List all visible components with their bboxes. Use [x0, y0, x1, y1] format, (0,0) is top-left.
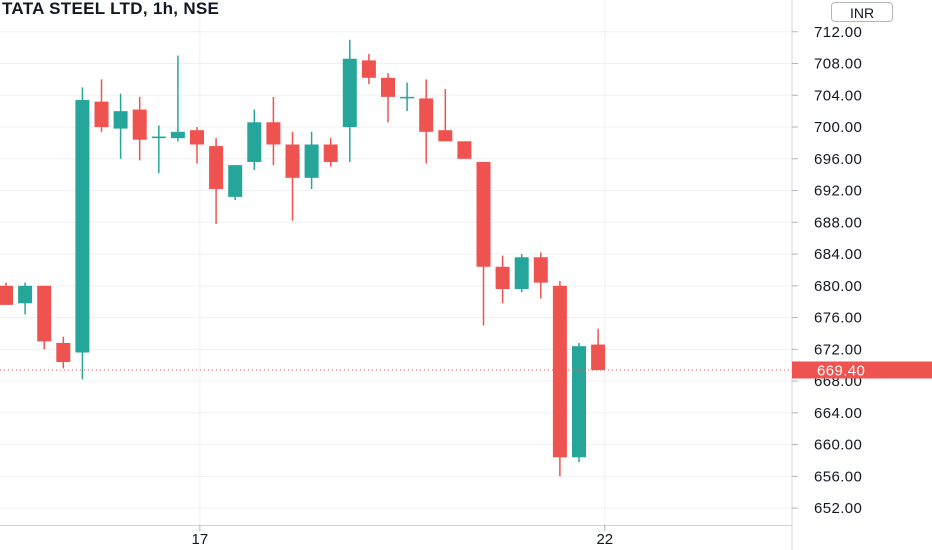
candle-body [266, 122, 281, 145]
candle-up [18, 282, 33, 315]
candle-body [342, 58, 357, 128]
candle-up [514, 254, 529, 293]
price-tick-label: 664.00 [814, 405, 862, 422]
candle-body [170, 131, 185, 139]
price-tick-label: 652.00 [814, 500, 862, 517]
price-tick-label: 688.00 [814, 214, 862, 231]
candle-down [476, 161, 491, 326]
candle-down [285, 131, 300, 221]
price-tick-label: 692.00 [814, 183, 862, 200]
time-tick-label: 22 [596, 531, 613, 548]
candle-body [94, 101, 109, 128]
candle-body [457, 141, 472, 159]
candle-up [151, 125, 166, 174]
candle-up [247, 109, 262, 170]
candle-body [476, 161, 491, 267]
price-tick-label: 656.00 [814, 468, 862, 485]
candle-body [304, 144, 319, 178]
candle-down [132, 96, 147, 161]
price-tick-label: 660.00 [814, 437, 862, 454]
candle-body [381, 77, 395, 97]
candle-body [419, 98, 434, 132]
price-tick-label: 696.00 [814, 151, 862, 168]
candle-body [113, 111, 128, 129]
candle-down [209, 138, 224, 224]
candle-body [552, 285, 567, 458]
time-axis[interactable]: 17 22 [192, 525, 614, 548]
candle-body [247, 122, 262, 162]
candle-body [37, 285, 52, 342]
candle-body [75, 100, 90, 353]
candle-body [514, 257, 529, 289]
price-tick-label: 672.00 [814, 341, 862, 358]
candle-body [572, 346, 586, 458]
currency-button[interactable]: INR [831, 2, 893, 22]
candle-down [381, 73, 395, 123]
candle-down [94, 79, 109, 132]
price-tick-label: 680.00 [814, 278, 862, 295]
candle-body [56, 342, 71, 363]
candle-body [0, 285, 13, 305]
candle-body [323, 144, 338, 162]
candle-up [228, 165, 243, 201]
candle-body [438, 130, 453, 142]
candle-down [266, 96, 281, 166]
candle-body [591, 344, 606, 370]
price-tick-label: 708.00 [814, 56, 862, 73]
price-tick-label: 676.00 [814, 310, 862, 327]
candle-down [552, 281, 567, 477]
candle-body [132, 109, 147, 140]
price-axis[interactable]: 652.00656.00660.00664.00668.00672.00676.… [792, 24, 862, 517]
candle-up [170, 55, 185, 142]
time-tick-label: 17 [192, 531, 209, 548]
price-tick-label: 700.00 [814, 119, 862, 136]
last-price-tag: 669.40 [792, 361, 932, 379]
candle-body [228, 165, 243, 197]
candle-down [56, 336, 71, 369]
candle-body [533, 257, 548, 283]
candle-down [533, 252, 548, 299]
candle-up [342, 39, 357, 162]
candle-up [113, 93, 128, 159]
price-tick-label: 712.00 [814, 24, 862, 41]
price-tick-label: 704.00 [814, 87, 862, 104]
candle-up [400, 82, 415, 112]
candle-down [37, 285, 52, 350]
candle-down [457, 141, 472, 159]
price-tick-label: 684.00 [814, 246, 862, 263]
candle-body [151, 136, 166, 139]
candle-down [419, 79, 434, 164]
candle-down [361, 53, 376, 85]
chart-title: TATA STEEL LTD, 1h, NSE [2, 0, 220, 18]
candle-body [190, 130, 204, 145]
candle-body [18, 285, 33, 304]
grid-lines [0, 0, 792, 525]
candle-up [75, 87, 90, 380]
candle-down [495, 255, 510, 304]
candle-body [400, 96, 415, 99]
last-price-label: 669.40 [817, 362, 865, 379]
candles [0, 39, 606, 477]
candle-down [323, 138, 338, 167]
candle-up [572, 342, 586, 463]
candle-down [0, 282, 13, 305]
candle-body [209, 146, 224, 189]
candle-body [495, 266, 510, 289]
candle-up [304, 131, 319, 189]
candle-body [285, 144, 300, 178]
last-price-tag-background [792, 361, 932, 379]
candle-down [190, 127, 204, 164]
candle-body [361, 60, 376, 78]
candle-down [438, 88, 453, 142]
candle-down [591, 328, 606, 370]
